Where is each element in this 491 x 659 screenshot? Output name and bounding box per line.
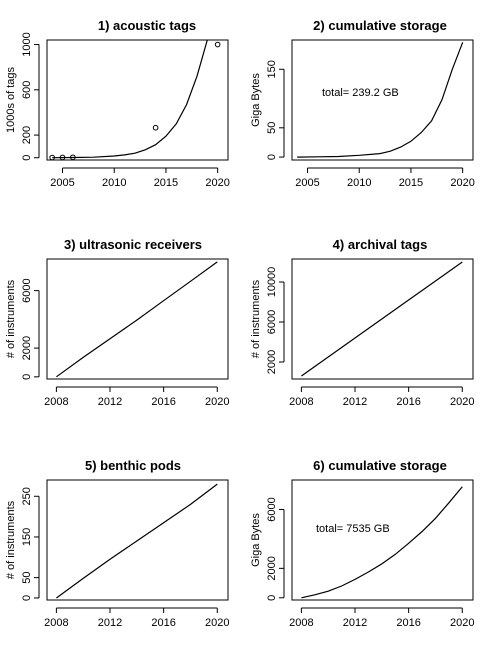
panel-title: 6) cumulative storage (313, 458, 447, 473)
x-tick-label: 2008 (289, 396, 313, 408)
panel-cumulative-storage-1: 2) cumulative storage total= 239.2 GB 20… (250, 18, 475, 189)
x-tick-label: 2020 (205, 617, 229, 629)
data-point (152, 124, 159, 131)
x-tick-label: 2008 (44, 617, 68, 629)
data-point (214, 41, 221, 48)
panel-title: 4) archival tags (333, 237, 428, 252)
y-tick-label: 6000 (266, 310, 278, 334)
plot-frame (46, 479, 229, 601)
data-point (59, 154, 66, 161)
x-tick-label: 2008 (44, 396, 68, 408)
y-axis-label: 1000s of tags (5, 66, 17, 133)
y-tick-label: 50 (21, 572, 33, 584)
x-tick-label: 2012 (98, 617, 122, 629)
y-tick-label: 200 (21, 126, 33, 144)
y-tick-label: 2000 (266, 350, 278, 374)
x-tick-label: 2005 (295, 177, 319, 189)
y-tick-label: 10000 (266, 267, 278, 298)
y-tick-label: 150 (266, 60, 278, 78)
panel-archival-tags: 4) archival tags 2008 2012 2016 2020 2000 600… (250, 237, 475, 408)
y-tick-label: 0 (21, 155, 33, 161)
x-tick-label: 2020 (450, 617, 474, 629)
plot-frame (291, 479, 474, 601)
plot-frame (46, 39, 229, 161)
y-tick-label: 150 (21, 528, 33, 546)
x-tick-label: 2020 (450, 396, 474, 408)
y-tick-label: 2000 (266, 556, 278, 580)
y-tick-label: 6000 (266, 497, 278, 521)
series-line (56, 483, 218, 599)
y-axis-label: Giga Bytes (250, 73, 262, 127)
panel-title: 1) acoustic tags (98, 18, 196, 33)
x-tick-label: 2016 (151, 396, 175, 408)
series-line (56, 261, 218, 378)
y-axis-label: # of instruments (250, 279, 262, 358)
y-tick-label: 0 (266, 595, 278, 601)
y-tick-label: 600 (21, 81, 33, 99)
x-tick-label: 2016 (396, 396, 420, 408)
panel-benthic-pods: 5) benthic pods 2008 2012 2016 2020 0 50 150 25… (5, 458, 230, 629)
panel-title: 5) benthic pods (85, 458, 181, 473)
x-tick-label: 2008 (289, 617, 313, 629)
x-tick-label: 2020 (205, 177, 229, 189)
x-tick-label: 2012 (98, 396, 122, 408)
y-tick-label: 0 (21, 595, 33, 601)
series-line (52, 40, 208, 159)
data-point (70, 154, 76, 161)
y-tick-label: 1000 (21, 32, 33, 56)
y-tick-label: 50 (266, 122, 278, 134)
panel-title: 2) cumulative storage (313, 18, 447, 33)
data-point (49, 154, 55, 161)
panel-cumulative-storage-2: 6) cumulative storage total= 7535 GB 200… (250, 458, 475, 629)
series-line (301, 486, 463, 599)
x-tick-label: 2010 (102, 177, 126, 189)
panel-acoustic-tags: 1) acoustic tags 2005 2010 2015 2020 0 200 600… (5, 18, 230, 189)
x-tick-label: 2015 (399, 177, 423, 189)
panel-title: 3) ultrasonic receivers (64, 237, 202, 252)
x-tick-label: 2016 (396, 617, 420, 629)
total-annotation: total= 239.2 GB (322, 87, 399, 99)
x-tick-label: 2015 (154, 177, 178, 189)
y-axis-label: # of instruments (5, 279, 17, 358)
x-tick-label: 2016 (151, 617, 175, 629)
total-annotation: total= 7535 GB (316, 523, 390, 535)
y-tick-label: 250 (21, 487, 33, 505)
x-tick-label: 2012 (343, 396, 367, 408)
series-line (301, 261, 463, 377)
x-tick-label: 2012 (343, 617, 367, 629)
x-tick-label: 2005 (50, 177, 74, 189)
y-tick-label: 0 (266, 154, 278, 160)
y-tick-label: 6000 (21, 278, 33, 302)
plot-frame (291, 258, 474, 380)
y-tick-label: 2000 (21, 336, 33, 360)
x-tick-label: 2020 (450, 177, 474, 189)
y-axis-label: # of instruments (5, 500, 17, 579)
y-tick-label: 0 (21, 374, 33, 380)
x-tick-label: 2010 (347, 177, 371, 189)
x-tick-label: 2020 (205, 396, 229, 408)
plot-frame (46, 258, 229, 380)
panel-ultrasonic-receivers: 3) ultrasonic receivers 2008 2012 2016 2020… (5, 237, 230, 408)
series-line (297, 42, 464, 158)
y-axis-label: Giga Bytes (250, 513, 262, 567)
plot-frame (291, 39, 474, 161)
